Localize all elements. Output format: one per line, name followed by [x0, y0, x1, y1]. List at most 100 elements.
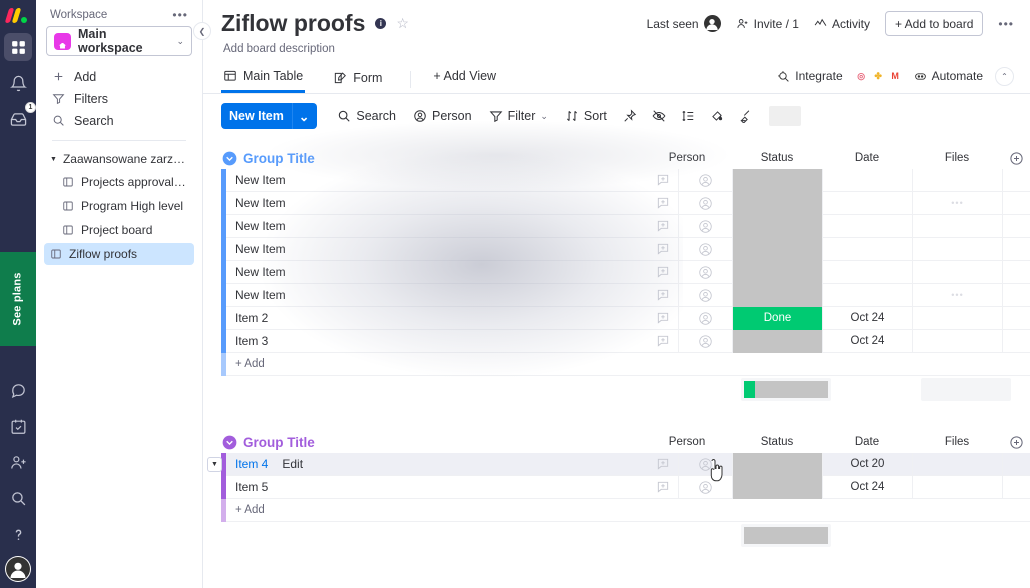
search-icon[interactable]	[4, 484, 32, 512]
sidebar-item-project-board[interactable]: Project board	[44, 219, 194, 241]
tab-form[interactable]: Form	[331, 67, 384, 92]
files-cell[interactable]	[912, 260, 1002, 284]
date-cell[interactable]: Oct 24	[822, 475, 912, 499]
new-item-button[interactable]: New Item ⌄	[221, 103, 318, 129]
add-comment-icon[interactable]	[648, 334, 678, 348]
group-title[interactable]: Group Title	[243, 434, 315, 450]
activity-button[interactable]: Activity	[814, 17, 870, 31]
add-row-group-2[interactable]: + Add	[221, 498, 1030, 522]
add-comment-icon[interactable]	[648, 242, 678, 256]
sort-button[interactable]: Sort	[558, 103, 614, 129]
date-cell[interactable]: Oct 24	[822, 329, 912, 353]
files-cell[interactable]: •••	[912, 191, 1002, 215]
files-cell[interactable]: •••	[912, 283, 1002, 307]
integration-app-gmail-icon[interactable]: M	[891, 71, 899, 81]
column-header-person[interactable]: Person	[668, 436, 706, 448]
table-row[interactable]: ▼ Item 4 Edit Oct 20	[207, 452, 1030, 476]
integrate-button[interactable]: Integrate	[777, 69, 843, 83]
table-row[interactable]: Item 3 Oct 24	[221, 329, 1030, 353]
star-icon[interactable]: ☆	[396, 15, 409, 31]
invite-button[interactable]: Invite / 1	[736, 17, 799, 31]
column-header-files[interactable]: Files	[944, 436, 970, 448]
add-comment-icon[interactable]	[648, 173, 678, 187]
person-cell[interactable]	[678, 475, 732, 499]
row-name-cell[interactable]: Item 3	[226, 334, 648, 348]
status-cell[interactable]	[732, 237, 822, 261]
broom-clean-icon[interactable]	[733, 103, 759, 129]
files-cell[interactable]	[912, 452, 1002, 476]
date-cell[interactable]	[822, 283, 912, 307]
status-cell[interactable]	[732, 329, 822, 353]
automate-button[interactable]: Automate	[914, 69, 983, 83]
group-title[interactable]: Group Title	[243, 150, 315, 166]
invite-member-icon[interactable]	[4, 448, 32, 476]
files-cell[interactable]	[912, 214, 1002, 238]
row-name-cell[interactable]: New Item	[226, 196, 648, 210]
sidebar-item-search[interactable]: Search	[44, 110, 194, 131]
row-menu-button[interactable]: ▼	[207, 456, 222, 472]
add-column-button[interactable]	[1002, 435, 1030, 450]
table-row[interactable]: New Item •••	[221, 283, 1030, 307]
add-comment-icon[interactable]	[648, 219, 678, 233]
add-comment-icon[interactable]	[648, 311, 678, 325]
column-header-status[interactable]: Status	[760, 436, 794, 448]
person-filter-button[interactable]: Person	[406, 103, 479, 129]
search-button[interactable]: Search	[330, 103, 403, 129]
date-cell[interactable]: Oct 24	[822, 306, 912, 330]
board-more-button[interactable]: •••	[998, 16, 1014, 31]
person-cell[interactable]	[678, 191, 732, 215]
row-name-cell[interactable]: New Item	[226, 242, 648, 256]
row-edit-label[interactable]: Edit	[282, 457, 304, 471]
sidebar-item-filters[interactable]: Filters	[44, 88, 194, 109]
column-header-person[interactable]: Person	[668, 152, 706, 164]
person-cell[interactable]	[678, 452, 732, 476]
add-comment-icon[interactable]	[648, 480, 678, 494]
color-fill-icon[interactable]	[704, 103, 730, 129]
status-cell[interactable]	[732, 283, 822, 307]
collapse-header-button[interactable]: ⌃	[995, 66, 1014, 86]
row-name-cell[interactable]: Item 5	[226, 480, 648, 494]
date-cell[interactable]	[822, 191, 912, 215]
sidebar-folder[interactable]: ▼ Zaawansowane zarządzanie…	[44, 149, 194, 169]
sidebar-item-projects-approval[interactable]: Projects approval proce…	[44, 171, 194, 193]
column-header-files[interactable]: Files	[944, 152, 970, 164]
person-cell[interactable]	[678, 306, 732, 330]
chevron-down-icon[interactable]: ⌄	[298, 109, 310, 124]
date-cell[interactable]	[822, 260, 912, 284]
add-comment-icon[interactable]	[648, 288, 678, 302]
date-cell[interactable]	[822, 237, 912, 261]
files-cell[interactable]	[912, 329, 1002, 353]
row-name-cell[interactable]: New Item	[226, 288, 648, 302]
files-cell[interactable]	[912, 306, 1002, 330]
pin-icon[interactable]	[617, 103, 643, 129]
row-name-cell[interactable]: New Item	[226, 219, 648, 233]
row-name-cell[interactable]: New Item	[226, 265, 648, 279]
table-row[interactable]: New Item	[221, 260, 1030, 284]
table-row[interactable]: New Item	[221, 168, 1030, 192]
integration-app-slack-icon[interactable]: ✤	[874, 70, 882, 81]
date-cell[interactable]	[822, 168, 912, 192]
column-header-status[interactable]: Status	[760, 152, 794, 164]
monday-logo[interactable]	[4, 7, 31, 25]
workspace-more-button[interactable]: •••	[172, 8, 188, 22]
files-cell[interactable]	[912, 237, 1002, 261]
status-cell[interactable]: Done	[732, 306, 822, 330]
sidebar-item-add[interactable]: Add	[44, 66, 194, 87]
add-comment-icon[interactable]	[648, 196, 678, 210]
person-cell[interactable]	[678, 237, 732, 261]
column-header-date[interactable]: Date	[854, 436, 880, 448]
sidebar-item-program-high-level[interactable]: Program High level	[44, 195, 194, 217]
person-cell[interactable]	[678, 260, 732, 284]
hide-eye-icon[interactable]	[646, 103, 672, 129]
board-description[interactable]: Add board description	[223, 43, 335, 55]
person-cell[interactable]	[678, 214, 732, 238]
add-column-button[interactable]	[1002, 151, 1030, 166]
tab-main-table[interactable]: Main Table	[221, 65, 306, 93]
notifications-bell-icon[interactable]	[4, 69, 32, 97]
files-cell[interactable]	[912, 475, 1002, 499]
status-summary-bar[interactable]	[741, 378, 831, 401]
status-cell[interactable]	[732, 452, 822, 476]
status-summary-bar[interactable]	[741, 524, 831, 547]
row-name-cell[interactable]: Item 4 Edit	[226, 457, 648, 471]
row-name-cell[interactable]: Item 2	[226, 311, 648, 325]
